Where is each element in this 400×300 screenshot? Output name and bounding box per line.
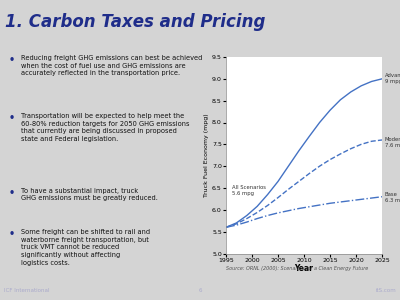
Text: All Scenarios
5.6 mpg: All Scenarios 5.6 mpg (232, 185, 266, 196)
Text: Advanced
9 mpg: Advanced 9 mpg (385, 74, 400, 84)
Text: Transportation will be expected to help meet the
60-80% reduction targets for 20: Transportation will be expected to help … (21, 113, 190, 142)
Text: Some freight can be shifted to rail and
waterborne freight transportation, but
t: Some freight can be shifted to rail and … (21, 229, 150, 266)
Text: itS.com: itS.com (375, 288, 396, 293)
Text: To have a substantial impact, truck
GHG emissions must be greatly reduced.: To have a substantial impact, truck GHG … (21, 188, 158, 201)
Text: Base
6.3 mpg: Base 6.3 mpg (385, 192, 400, 203)
Text: Moderate
7.6 mpg: Moderate 7.6 mpg (385, 137, 400, 148)
Text: 6: 6 (198, 288, 202, 293)
Y-axis label: Truck Fuel Economy (mpg): Truck Fuel Economy (mpg) (204, 113, 209, 197)
Text: Source: ORNL (2000): Scenarios for a Clean Energy Future: Source: ORNL (2000): Scenarios for a Cle… (226, 266, 368, 271)
X-axis label: Year: Year (294, 264, 314, 273)
Text: •: • (8, 229, 14, 239)
Text: Reducing freight GHG emissions can best be achieved
when the cost of fuel use an: Reducing freight GHG emissions can best … (21, 55, 203, 76)
Text: •: • (8, 55, 14, 65)
Text: •: • (8, 113, 14, 123)
Text: 1. Carbon Taxes and Pricing: 1. Carbon Taxes and Pricing (5, 13, 265, 31)
Text: •: • (8, 188, 14, 197)
Text: ICF International: ICF International (4, 288, 50, 293)
